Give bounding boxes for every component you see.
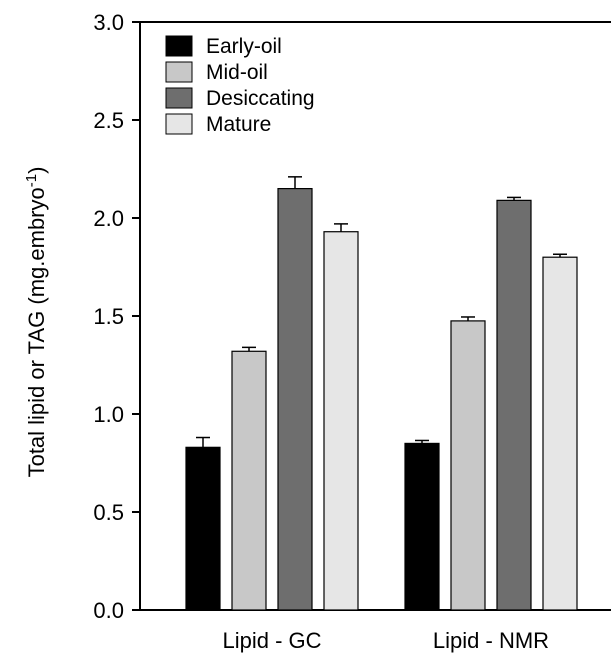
bar-mature-2 (542, 256, 578, 611)
legend-swatch-mid-oil (165, 61, 193, 83)
y-axis-label-superscript: -1 (23, 174, 40, 187)
bar-desiccating-2 (496, 199, 532, 611)
y-tick-label: 2.5 (93, 108, 124, 133)
y-tick-label: 2.0 (93, 206, 124, 231)
legend-label: Early-oil (206, 35, 282, 58)
legend-swatch-early-oil (165, 35, 193, 57)
x-category-label: Lipid - NMR (433, 628, 549, 653)
y-tick-label: 3.0 (93, 10, 124, 35)
plot-area: 0.00.51.01.52.02.53.0 Lipid - GC Lipid - … (93, 10, 611, 653)
y-axis-label-close: ) (24, 167, 49, 174)
y-axis-ticks: 0.0 0.5 1.0 1.5 2.0 2.5 3.0 (93, 10, 140, 623)
y-tick-label: 0.0 (93, 598, 124, 623)
x-axis-category-labels: Lipid - GC Lipid - NMR (222, 628, 549, 653)
y-tick-label: 1.5 (93, 304, 124, 329)
bar-early-oil-1 (185, 446, 221, 611)
bar-desiccating-1 (277, 188, 313, 611)
x-category-label: Lipid - GC (222, 628, 321, 653)
y-axis-label-main: Total lipid or TAG (mg.embryo (24, 187, 49, 477)
bars (185, 176, 578, 611)
legend: Early-oil Mid-oil Desiccating Mature (165, 35, 315, 136)
legend-label: Mature (206, 113, 271, 136)
bar-early-oil-2 (404, 442, 440, 611)
y-tick-label: 1.0 (93, 402, 124, 427)
bar-mature-1 (323, 231, 359, 611)
legend-label: Mid-oil (206, 61, 268, 84)
legend-swatch-mature (165, 113, 193, 135)
y-axis-label: Total lipid or TAG (mg.embryo-1) (23, 167, 50, 478)
legend-swatch-desiccating (165, 87, 193, 109)
bar-mid-oil-2 (450, 320, 486, 611)
y-tick-label: 0.5 (93, 500, 124, 525)
legend-label: Desiccating (206, 87, 315, 110)
bar-mid-oil-1 (231, 350, 267, 611)
